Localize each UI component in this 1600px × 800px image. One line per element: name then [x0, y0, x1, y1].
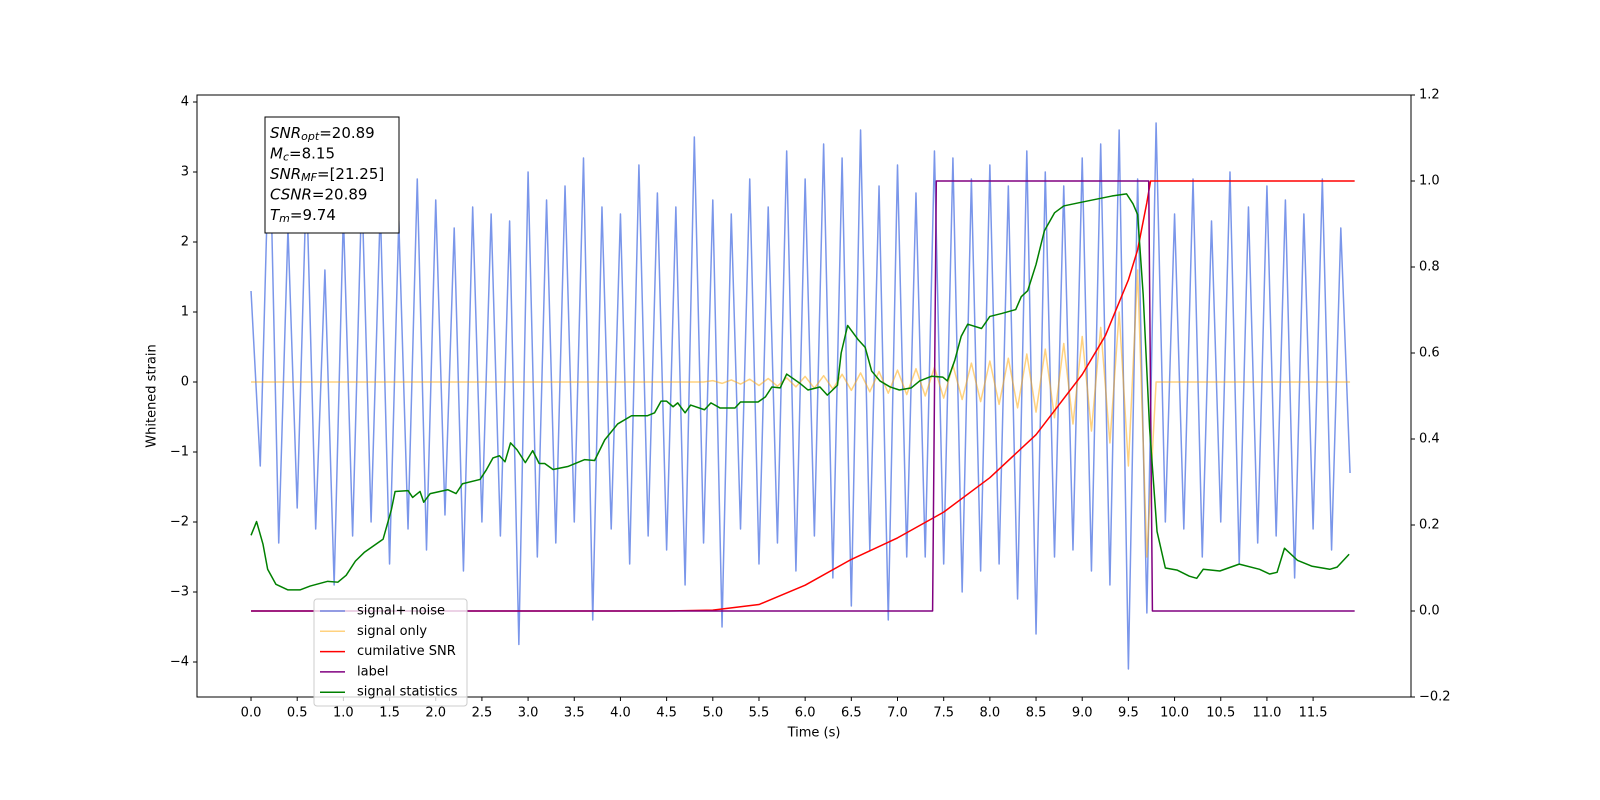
- y2-tick-label: 0.2: [1419, 518, 1440, 533]
- x-tick-label: 9.5: [1118, 706, 1139, 721]
- x-tick-label: 5.5: [749, 706, 770, 721]
- y-tick-label: −2: [170, 515, 189, 530]
- annotation-line: CSNR=20.89: [270, 185, 367, 203]
- annotation-subscript: MF: [301, 171, 317, 184]
- annotation-box: [264, 116, 400, 234]
- series-line: [251, 269, 1351, 558]
- x-tick-label: 6.0: [795, 706, 816, 721]
- series-line: [251, 180, 1355, 612]
- annotation-line: SNRMF=[21.25]: [270, 165, 384, 185]
- annotation-symbol: SNR: [270, 165, 301, 183]
- y2-tick-label: 0.4: [1419, 432, 1440, 447]
- y-axis-label: Whitened strain: [145, 344, 160, 447]
- legend-box: [313, 598, 468, 707]
- x-tick-label: 5.0: [702, 706, 723, 721]
- annotation-subscript: m: [279, 212, 290, 225]
- x-tick-label: 3.0: [518, 706, 539, 721]
- x-tick-label: 11.5: [1299, 706, 1328, 721]
- legend-label: signal only: [357, 624, 427, 639]
- x-tick-label: 6.5: [841, 706, 862, 721]
- annotation-value: =[21.25]: [317, 165, 384, 183]
- x-tick-label: 10.0: [1160, 706, 1189, 721]
- y2-tick-label: −0.2: [1419, 690, 1451, 705]
- x-tick-label: 7.0: [887, 706, 908, 721]
- annotation-symbol: CSNR: [270, 185, 312, 203]
- y-tick-label: −4: [170, 655, 189, 670]
- x-tick-label: 8.5: [1026, 706, 1047, 721]
- y2-tick-label: 1.2: [1419, 88, 1440, 103]
- x-tick-label: 2.5: [472, 706, 493, 721]
- annotation-line: Tm=9.74: [270, 206, 336, 226]
- annotation-value: =20.89: [312, 185, 368, 203]
- y2-tick-label: 0.0: [1419, 604, 1440, 619]
- annotation-line: SNRopt=20.89: [270, 124, 375, 144]
- x-tick-label: 2.0: [425, 706, 446, 721]
- legend-label: signal+ noise: [357, 604, 445, 619]
- x-tick-label: 0.0: [241, 706, 262, 721]
- y-tick-label: 3: [181, 165, 189, 180]
- y2-tick-label: 1.0: [1419, 174, 1440, 189]
- annotation-value: =8.15: [289, 144, 335, 162]
- legend-label: cumilative SNR: [357, 644, 456, 659]
- legend: signal+ noise signal only cumilative SNR la…: [313, 598, 468, 707]
- annotation-subscript: opt: [301, 130, 320, 143]
- annotation-subscript: c: [283, 151, 289, 164]
- x-tick-label: 11.0: [1252, 706, 1281, 721]
- legend-label: signal statistics: [357, 685, 458, 700]
- series-line: [251, 180, 1355, 612]
- x-tick-label: 0.5: [287, 706, 308, 721]
- plot-frame: [196, 94, 1412, 698]
- y2-tick-label: 0.8: [1419, 260, 1440, 275]
- y-tick-label: 4: [181, 95, 189, 110]
- y-tick-label: 2: [181, 235, 189, 250]
- annotation: SNRopt=20.89Mc=8.15SNRMF=[21.25]CSNR=20.…: [264, 116, 400, 234]
- y-tick-label: 0: [181, 375, 189, 390]
- annotation-symbol: M: [270, 144, 283, 162]
- x-tick-label: 3.5: [564, 706, 585, 721]
- annotation-line: Mc=8.15: [270, 144, 335, 164]
- y-tick-label: −1: [170, 445, 189, 460]
- y2-tick-label: 0.6: [1419, 346, 1440, 361]
- series-line: [250, 193, 1350, 591]
- x-tick-label: 4.5: [656, 706, 677, 721]
- series-line: [250, 122, 1351, 670]
- x-tick-label: 1.5: [379, 706, 400, 721]
- x-tick-label: 10.5: [1206, 706, 1235, 721]
- x-tick-label: 1.0: [333, 706, 354, 721]
- annotation-symbol: T: [270, 206, 281, 224]
- x-tick-label: 8.0: [980, 706, 1001, 721]
- x-tick-label: 9.0: [1072, 706, 1093, 721]
- annotation-symbol: SNR: [270, 124, 301, 142]
- annotation-value: =20.89: [319, 124, 375, 142]
- y-tick-label: 1: [181, 305, 189, 320]
- x-tick-label: 7.5: [933, 706, 954, 721]
- y-tick-label: −3: [170, 585, 189, 600]
- x-tick-label: 4.0: [610, 706, 631, 721]
- x-axis-label: Time (s): [787, 726, 841, 741]
- legend-label: label: [357, 664, 388, 679]
- annotation-value: =9.74: [290, 206, 336, 224]
